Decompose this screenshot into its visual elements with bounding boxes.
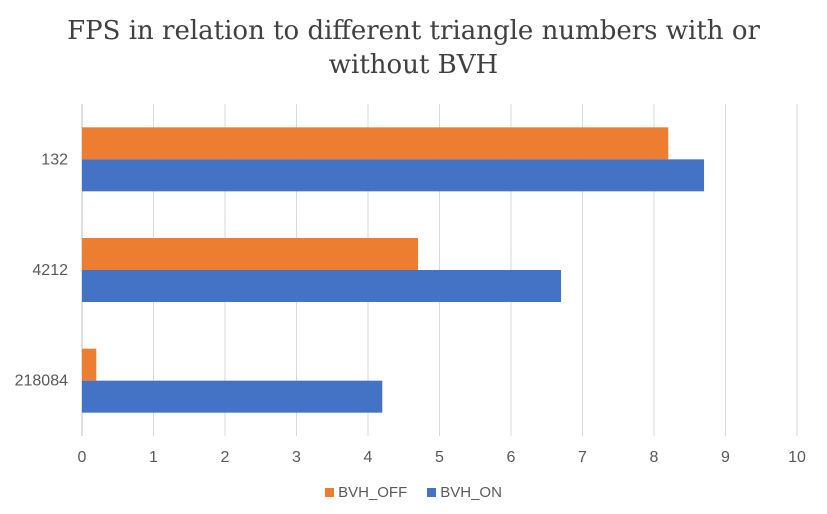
x-tick-label-9: 9 <box>721 449 730 466</box>
bar-bvh-off-218084 <box>82 348 97 381</box>
legend-swatch-bvh-off <box>325 488 335 497</box>
bar-bvh-on-132 <box>82 159 705 192</box>
chart-title: FPS in relation to different triangle nu… <box>0 14 827 82</box>
legend-swatch-bvh-on <box>427 488 437 497</box>
bar-bvh-on-4212 <box>82 270 562 302</box>
legend-item-bvh-on: BVH_ON <box>427 484 502 501</box>
bar-bvh-on-218084 <box>82 380 383 413</box>
chart-title-line-2: without BVH <box>328 50 499 80</box>
bar-bvh-off-4212 <box>82 238 419 270</box>
x-tick-label-8: 8 <box>650 449 659 466</box>
legend-item-bvh-off: BVH_OFF <box>325 484 407 501</box>
x-tick-label-1: 1 <box>149 449 158 466</box>
x-tick-label-0: 0 <box>78 449 87 466</box>
x-tick-label-10: 10 <box>788 449 806 466</box>
legend: BVH_OFF BVH_ON <box>0 484 827 501</box>
x-tick-label-4: 4 <box>364 449 373 466</box>
y-tick-label-218084: 218084 <box>15 373 68 390</box>
chart-title-line-1: FPS in relation to different triangle nu… <box>67 16 760 46</box>
y-tick-label-4212: 4212 <box>32 262 68 279</box>
y-tick-label-132: 132 <box>41 151 68 168</box>
x-tick-label-6: 6 <box>507 449 516 466</box>
bar-bvh-off-132 <box>82 127 669 160</box>
x-tick-label-3: 3 <box>292 449 301 466</box>
x-tick-label-2: 2 <box>221 449 230 466</box>
legend-label-bvh-on: BVH_ON <box>440 484 502 501</box>
x-tick-label-5: 5 <box>435 449 444 466</box>
x-tick-label-7: 7 <box>578 449 587 466</box>
legend-label-bvh-off: BVH_OFF <box>338 484 408 501</box>
